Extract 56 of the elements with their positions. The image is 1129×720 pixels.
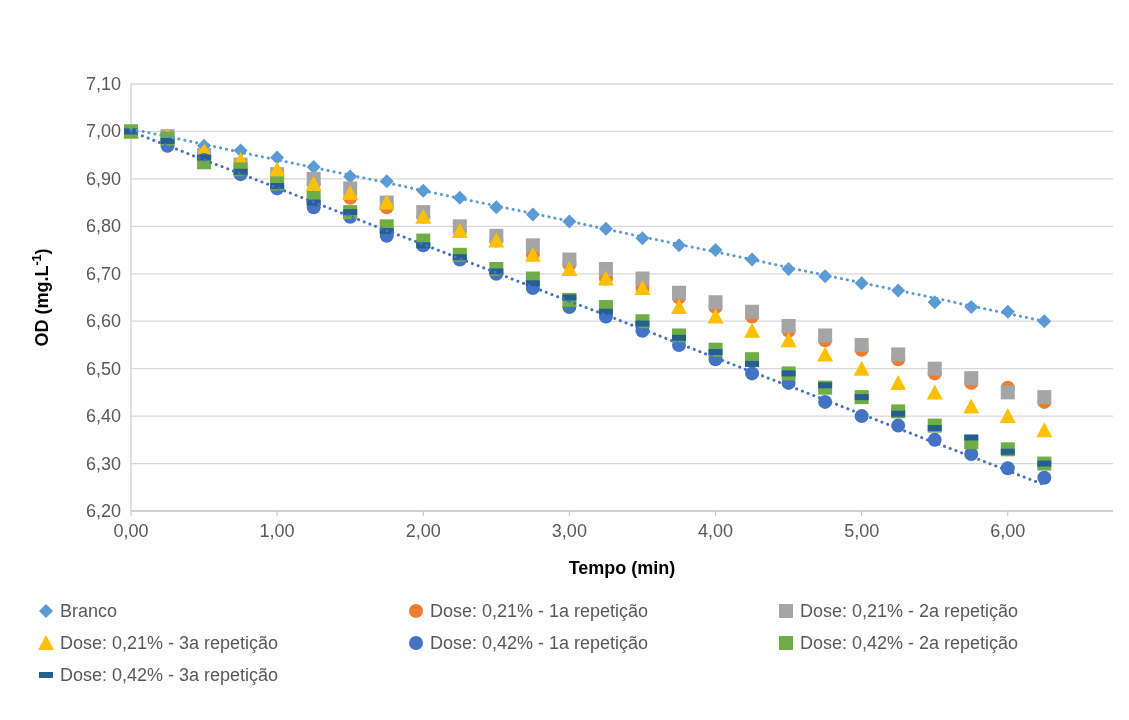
y-tick-label: 6,80 (85, 216, 121, 237)
y-tick-label: 6,90 (85, 168, 121, 189)
point (670, 298, 687, 314)
point (525, 238, 540, 253)
point (854, 337, 869, 352)
point (781, 318, 796, 333)
point (926, 384, 943, 400)
point (744, 322, 761, 338)
point (853, 360, 870, 376)
legend-label: Dose: 0,21% - 2a repetição (800, 601, 1019, 621)
point (342, 185, 359, 201)
point (707, 308, 724, 324)
legend-label: Dose: 0,42% - 3a repetição (60, 665, 279, 685)
point (1000, 385, 1015, 400)
x-tick-label: 2,00 (405, 521, 441, 541)
x-tick-label: 0,00 (113, 521, 149, 541)
x-tick-label: 4,00 (698, 521, 734, 541)
point (1037, 470, 1052, 485)
point (963, 398, 980, 414)
legend-label: Dose: 0,42% - 2a repetição (800, 633, 1019, 653)
y-tick-label: 6,40 (85, 406, 121, 427)
y-tick-label: 6,60 (85, 311, 121, 332)
point (890, 374, 907, 390)
y-tick-label: 6,50 (85, 358, 121, 379)
point (927, 361, 942, 376)
point (891, 347, 906, 362)
legend-label: Dose: 0,42% - 1a repetição (430, 633, 649, 653)
point (964, 371, 979, 386)
point (269, 161, 286, 177)
x-tick-label: 5,00 (844, 521, 880, 541)
y-tick-label: 6,20 (85, 501, 121, 521)
point (999, 408, 1016, 424)
y-tick-label: 7,00 (85, 121, 121, 142)
point (598, 262, 613, 277)
y-tick-label: 7,10 (85, 74, 121, 94)
point (745, 304, 760, 319)
legend-label: Dose: 0,21% - 1a repetição (430, 601, 649, 621)
point (1037, 390, 1052, 405)
point (817, 346, 834, 362)
point (1036, 422, 1053, 438)
legend-label: Dose: 0,21% - 3a repetição (60, 633, 279, 653)
x-axis-title: Tempo (min) (568, 558, 676, 578)
point (708, 295, 723, 310)
point (927, 295, 942, 310)
point (635, 271, 650, 286)
point (561, 261, 578, 277)
point (671, 285, 686, 300)
legend-label: Branco (60, 601, 118, 621)
point (780, 332, 797, 348)
point (818, 328, 833, 343)
x-tick-label: 3,00 (551, 521, 587, 541)
y-tick-label: 6,30 (85, 453, 121, 474)
y-tick-label: 6,70 (85, 263, 121, 284)
x-tick-label: 6,00 (990, 521, 1026, 541)
x-tick-label: 1,00 (259, 521, 295, 541)
point (562, 252, 577, 267)
